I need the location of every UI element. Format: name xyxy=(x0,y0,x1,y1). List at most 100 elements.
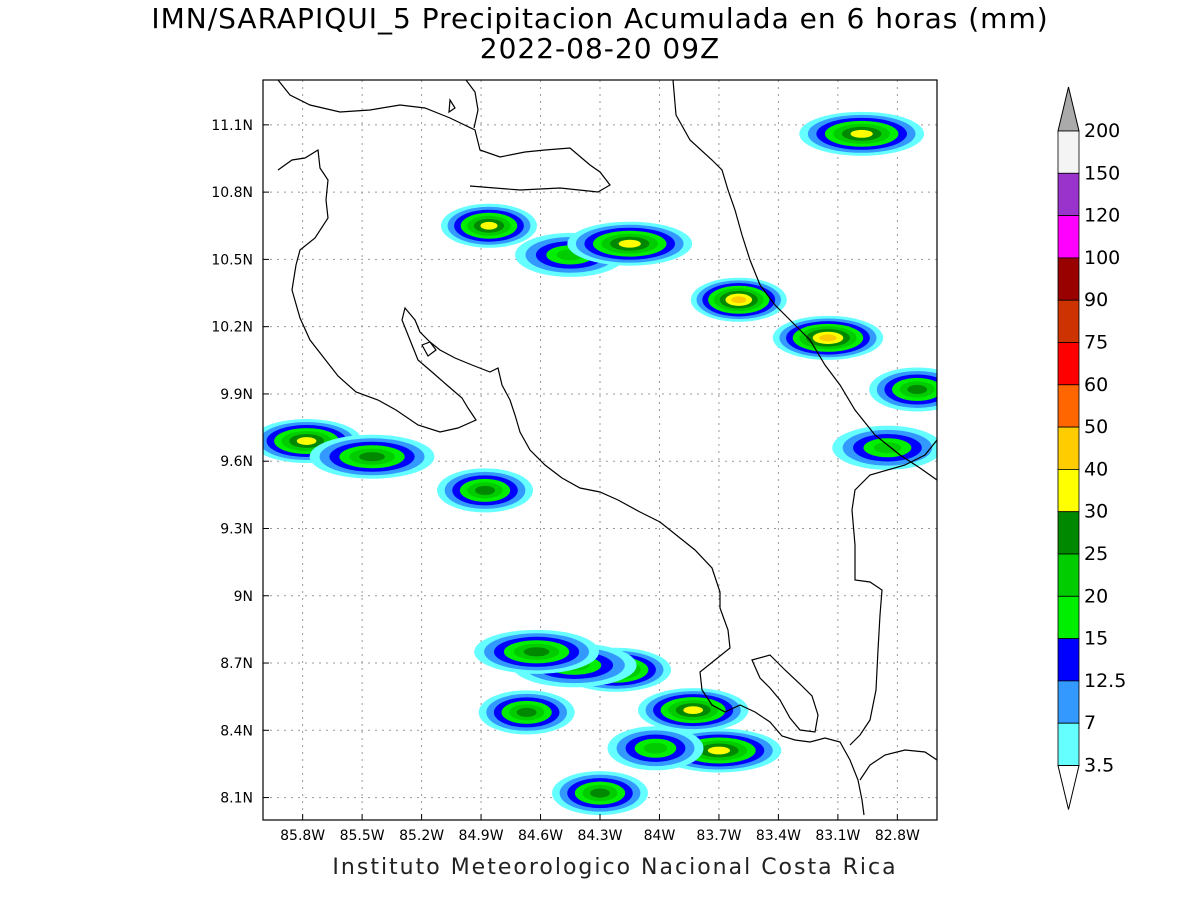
colorbar-swatch xyxy=(1057,553,1080,597)
colorbar-label: 3.5 xyxy=(1084,755,1114,777)
x-tick-label: 84.9W xyxy=(459,828,504,844)
y-tick-label: 10.5N xyxy=(211,252,253,268)
precip-contour xyxy=(618,239,641,248)
colorbar-label: 120 xyxy=(1084,205,1120,227)
precip-cell xyxy=(607,726,704,771)
y-tick-label: 10.8N xyxy=(211,185,253,201)
x-tick-label: 83.4W xyxy=(756,828,801,844)
precip-contour xyxy=(731,296,747,304)
colorbar-swatch xyxy=(1057,468,1080,513)
coastline-caribbean xyxy=(672,80,937,481)
coastline-pacific xyxy=(277,148,865,816)
colorbar-label: 7 xyxy=(1084,712,1096,734)
coastline-nicoya-island xyxy=(421,341,437,357)
footer-credit: Instituto Meteorologico Nacional Costa R… xyxy=(332,855,898,880)
precip-cell xyxy=(637,688,749,733)
precip-cell xyxy=(437,468,534,513)
x-tick-label: 85.8W xyxy=(280,828,325,844)
colorbar-label: 90 xyxy=(1084,289,1108,311)
colorbar-swatch xyxy=(1057,215,1080,259)
precip-contour xyxy=(516,707,537,717)
precip-contour xyxy=(643,742,668,754)
x-tick-label: 82.8W xyxy=(875,828,920,844)
y-tick-label: 8.4N xyxy=(220,723,253,739)
x-tick-label: 83.1W xyxy=(815,828,860,844)
y-tick-label: 9.3N xyxy=(220,521,253,537)
x-tick-label: 83.7W xyxy=(696,828,741,844)
precip-cell xyxy=(690,277,787,322)
y-tick-label: 9.6N xyxy=(220,454,253,470)
y-tick-label: 8.7N xyxy=(220,656,253,672)
latitude-axis: 11.1N 10.8N 10.5N 10.2N 9.9N 9.6N 9.3N 9N 8.7N 8.… xyxy=(211,118,269,807)
y-tick-label: 10.2N xyxy=(211,320,253,336)
colorbar-label: 75 xyxy=(1084,332,1108,354)
y-tick-label: 11.1N xyxy=(211,118,253,134)
border-panama xyxy=(849,439,937,746)
precip-contour xyxy=(707,746,731,755)
precip-contour xyxy=(480,221,498,230)
colorbar-label: 60 xyxy=(1084,374,1108,396)
x-tick-label: 84.6W xyxy=(518,828,563,844)
colorbar-label: 100 xyxy=(1084,247,1120,269)
precip-cell xyxy=(309,434,435,479)
x-tick-label: 84.3W xyxy=(577,828,622,844)
island-north xyxy=(448,98,456,114)
precip-contour xyxy=(523,647,550,657)
y-tick-label: 9N xyxy=(234,589,253,605)
colorbar-swatch xyxy=(1057,384,1080,428)
colorbar-legend: 3.5 7 12.5 15 20 25 30 40 50 60 75 90 100 120 150 200 xyxy=(1057,86,1126,810)
precip-contour xyxy=(907,384,928,394)
coastline-panama-bay xyxy=(859,749,937,781)
colorbar-swatch xyxy=(1057,426,1080,470)
precip-contour xyxy=(873,442,901,454)
coastline-nicaragua-lake xyxy=(277,80,611,193)
x-tick-label: 84W xyxy=(644,828,676,844)
precip-contour xyxy=(475,485,495,495)
map-subtitle-datetime: 2022-08-20 09Z xyxy=(479,32,721,65)
colorbar-swatch xyxy=(1057,342,1080,386)
precip-contour xyxy=(296,437,317,445)
precip-cell xyxy=(832,425,937,470)
colorbar-label: 40 xyxy=(1084,458,1108,480)
precip-cell xyxy=(440,203,537,248)
colorbar-label: 50 xyxy=(1084,416,1108,438)
colorbar-label: 12.5 xyxy=(1084,670,1126,692)
colorbar-swatch xyxy=(1057,172,1080,217)
precip-contour xyxy=(683,706,704,715)
colorbar-swatch xyxy=(1057,511,1080,555)
y-tick-label: 8.1N xyxy=(220,791,253,807)
precip-contour xyxy=(359,452,385,462)
colorbar-swatch xyxy=(1057,638,1080,682)
colorbar-swatch xyxy=(1057,680,1080,724)
x-tick-label: 85.2W xyxy=(399,828,444,844)
colorbar-min-arrow xyxy=(1057,765,1080,810)
colorbar-swatch xyxy=(1057,299,1080,343)
precip-cell xyxy=(552,771,648,816)
colorbar-swatch xyxy=(1057,595,1080,639)
coastline-caribbean-north xyxy=(465,80,479,129)
precip-contour xyxy=(590,788,610,798)
colorbar-label: 20 xyxy=(1084,585,1108,607)
y-tick-label: 9.9N xyxy=(220,387,253,403)
colorbar-swatch xyxy=(1057,257,1080,301)
precip-contour xyxy=(850,129,873,138)
precip-cell xyxy=(478,690,575,735)
colorbar-max-arrow xyxy=(1057,86,1080,132)
map-title: IMN/SARAPIQUI_5 Precipitacion Acumulada … xyxy=(151,2,1049,35)
colorbar-label: 200 xyxy=(1084,120,1120,142)
precip-cell xyxy=(869,367,937,412)
precip-cell xyxy=(474,629,599,674)
coastline-osa xyxy=(751,654,819,733)
precip-cell xyxy=(799,111,925,156)
coastline xyxy=(277,80,937,816)
colorbar-label: 150 xyxy=(1084,162,1120,184)
x-tick-label: 85.5W xyxy=(340,828,385,844)
precipitation-field xyxy=(263,111,937,816)
colorbar-swatch xyxy=(1057,722,1080,766)
colorbar-swatch xyxy=(1057,130,1080,174)
colorbar-label: 30 xyxy=(1084,501,1108,523)
precip-cell xyxy=(567,221,693,266)
colorbar-label: 25 xyxy=(1084,543,1108,565)
colorbar-label: 15 xyxy=(1084,628,1108,650)
